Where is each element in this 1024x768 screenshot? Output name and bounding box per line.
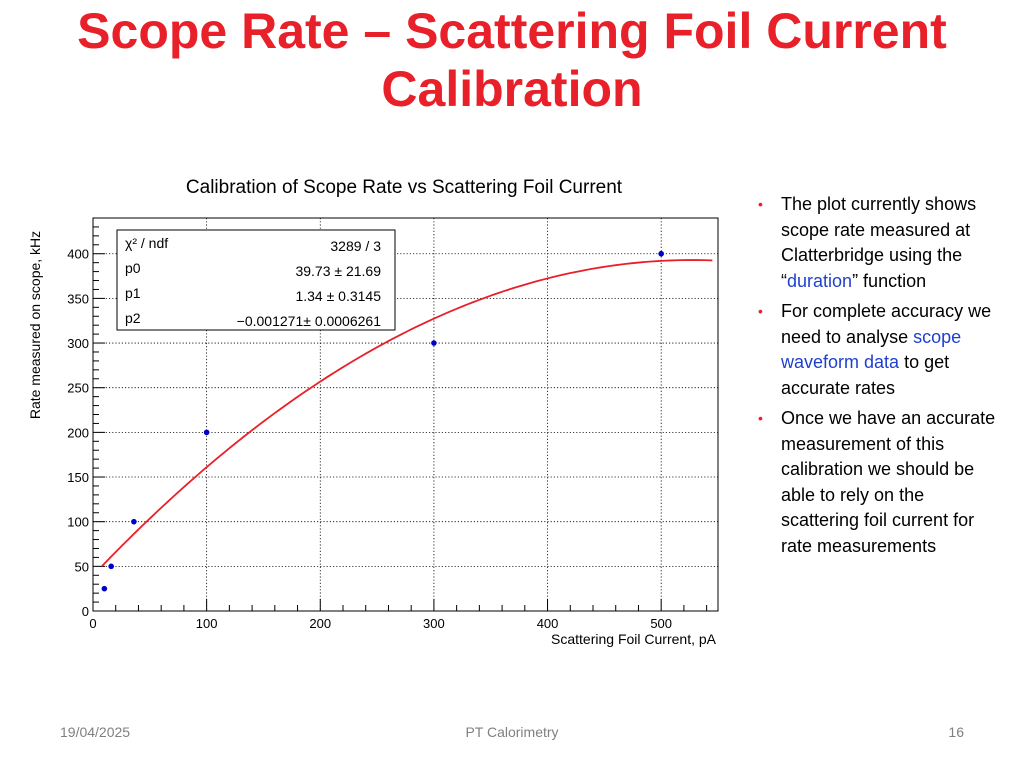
x-tick-label: 0 xyxy=(89,616,96,631)
scope-waveform-link[interactable]: scope waveform data xyxy=(781,326,962,373)
data-point xyxy=(431,340,437,346)
tick-labels-layer: 0 100 200 300 400 500 0 50 100 150 200 250 300 350 400 xyxy=(67,247,672,631)
y-tick-label: 50 xyxy=(75,559,89,574)
data-points-layer xyxy=(101,250,664,592)
y-tick-label: 150 xyxy=(67,470,89,485)
data-point xyxy=(101,585,108,592)
bullet-list: • The plot currently shows scope rate me… xyxy=(758,192,998,564)
chart-svg: Calibration of Scope Rate vs Scattering … xyxy=(27,177,719,647)
bullet-dot-icon: • xyxy=(758,196,763,212)
bullet-item: • The plot currently shows scope rate me… xyxy=(758,192,998,294)
y-tick-label: 250 xyxy=(67,381,89,396)
slide-title: Scope Rate – Scattering Foil Current Cal… xyxy=(40,2,984,118)
y-tick-label: 300 xyxy=(67,336,89,351)
y-tick-label: 100 xyxy=(67,515,89,530)
slide-title-line2: Calibration xyxy=(381,61,643,117)
fit-curve xyxy=(101,259,713,567)
grid-layer xyxy=(93,218,718,611)
data-point xyxy=(203,429,210,436)
x-axis-label: Scattering Foil Current, pA xyxy=(551,631,717,647)
footer-title: PT Calorimetry xyxy=(465,724,559,740)
x-tick-label: 300 xyxy=(423,616,445,631)
y-tick-label: 400 xyxy=(67,247,89,262)
fit-stats-box: χ² / ndf 3289 / 3 p0 39.73 ± 21.69 p1 1.34 ± … xyxy=(116,229,396,331)
x-tick-label: 400 xyxy=(537,616,559,631)
x-tick-label: 200 xyxy=(309,616,331,631)
footer-date: 19/04/2025 xyxy=(60,724,131,740)
bullet-dot-icon: • xyxy=(758,410,763,426)
data-point xyxy=(108,563,114,570)
stats-label: p2 xyxy=(125,310,141,326)
bullet-1-end: ” function xyxy=(852,270,927,291)
bullet-3-text: Once we have an accurate measurement of … xyxy=(781,408,996,556)
slide-title-line1: Scope Rate – Scattering Foil Current xyxy=(77,3,947,59)
stats-value: 3289 / 3 xyxy=(330,238,381,254)
data-point xyxy=(658,250,664,257)
chart-title: Calibration of Scope Rate vs Scattering … xyxy=(186,177,623,198)
y-axis-label: Rate measured on scope, kHz xyxy=(27,231,43,419)
x-tick-label: 100 xyxy=(196,616,218,631)
stats-value: 39.73 ± 21.69 xyxy=(295,263,381,279)
x-tick-label: 500 xyxy=(650,616,672,631)
bullet-item: • Once we have an accurate measurement o… xyxy=(758,406,998,559)
bullet-item: • For complete accuracy we need to analy… xyxy=(758,299,998,401)
bullet-dot-icon: • xyxy=(758,303,763,319)
bullet-1-text: The plot currently shows scope rate meas… xyxy=(781,194,977,291)
stats-value: 1.34 ± 0.3145 xyxy=(295,288,381,304)
stats-label: p0 xyxy=(125,260,141,276)
calibration-chart: Calibration of Scope Rate vs Scattering … xyxy=(0,160,740,660)
duration-link[interactable]: duration xyxy=(787,270,853,291)
stats-value: −0.001271± 0.0006261 xyxy=(237,313,382,329)
stats-label: χ² / ndf xyxy=(125,235,168,251)
footer-page-number: 16 xyxy=(948,724,964,740)
stats-label: p1 xyxy=(125,285,141,301)
bullet-2-end: to get accurate rates xyxy=(781,352,950,398)
y-tick-label: 200 xyxy=(67,425,89,440)
ticks-layer xyxy=(92,217,708,612)
y-tick-label: 0 xyxy=(82,604,89,619)
data-point xyxy=(131,518,137,525)
bullet-2-text: For complete accuracy we need to analyse xyxy=(781,301,992,347)
y-tick-label: 350 xyxy=(67,291,89,306)
